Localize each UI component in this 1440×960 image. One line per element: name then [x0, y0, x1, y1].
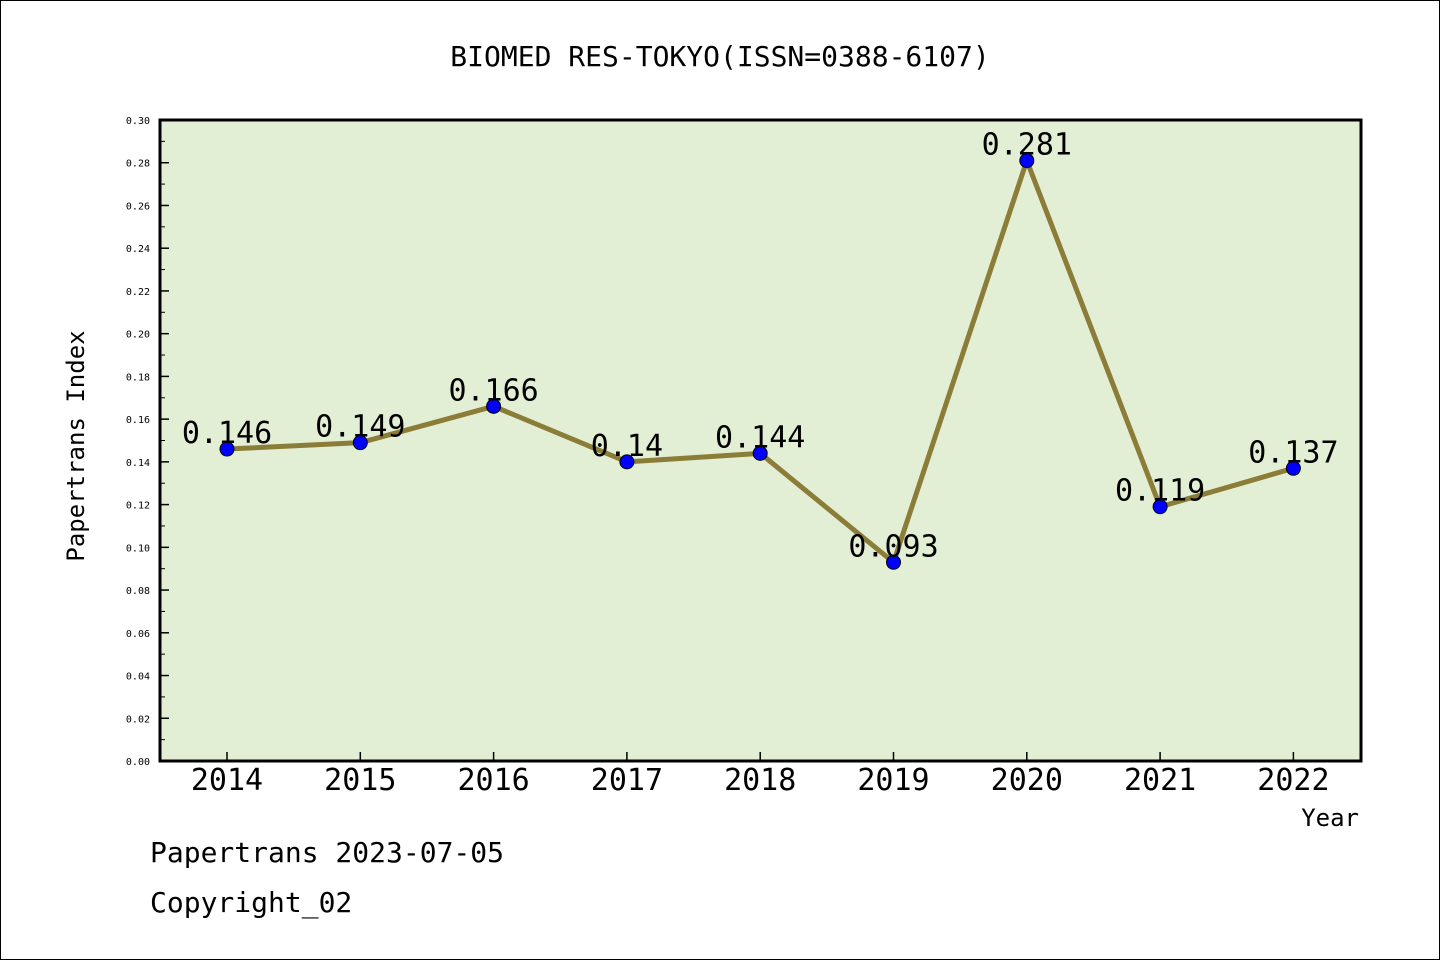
y-tick-label: 0.12 [126, 501, 150, 512]
x-tick-label: 2016 [457, 763, 529, 798]
data-label: 0.146 [182, 416, 272, 451]
y-tick-label: 0.06 [126, 629, 150, 640]
data-label: 0.14 [591, 429, 663, 464]
series-layer: 0.146 0.149 0.166 0.14 0.144 0.093 0.281 0.119 0… [182, 128, 1339, 570]
x-axis: 2014 2015 2016 2017 2018 2019 2020 2021 2022 [191, 752, 1330, 798]
x-tick-label: 2022 [1257, 763, 1329, 798]
footer-copyright: Copyright_02 [150, 886, 353, 919]
data-label: 0.166 [448, 373, 538, 408]
y-tick-label: 0.26 [126, 201, 150, 212]
y-tick-label: 0.04 [126, 672, 150, 683]
data-label: 0.093 [848, 529, 938, 564]
data-point [219, 441, 235, 457]
y-tick-label: 0.00 [126, 757, 150, 768]
y-tick-label: 0.18 [126, 372, 150, 383]
data-label: 0.137 [1248, 435, 1338, 470]
x-tick-label: 2017 [591, 763, 663, 798]
data-label: 0.281 [982, 128, 1072, 163]
footer-date: Papertrans 2023-07-05 [150, 836, 505, 869]
data-point [1285, 460, 1301, 476]
y-tick-label: 0.02 [126, 714, 150, 725]
x-tick-label: 2018 [724, 763, 796, 798]
y-axis-label: Papertrans Index [62, 330, 90, 561]
data-point [1152, 499, 1168, 515]
x-tick-label: 2021 [1124, 763, 1196, 798]
y-tick-label: 0.10 [126, 543, 150, 554]
x-tick-label: 2020 [991, 763, 1063, 798]
y-tick-label: 0.30 [126, 116, 150, 127]
y-tick-label: 0.24 [126, 244, 150, 255]
y-axis: 0.00 0.02 0.04 0.06 0.08 0.10 0.12 0.14 0.16 0.18… [126, 116, 169, 768]
data-point [1019, 153, 1035, 169]
x-tick-label: 2019 [857, 763, 929, 798]
x-tick-label: 2015 [324, 763, 396, 798]
data-label: 0.144 [715, 420, 805, 455]
x-axis-label: Year [1301, 804, 1359, 832]
y-tick-label: 0.22 [126, 287, 150, 298]
y-tick-label: 0.08 [126, 586, 150, 597]
y-tick-label: 0.16 [126, 415, 150, 426]
y-tick-label: 0.14 [126, 458, 150, 469]
data-point [886, 554, 901, 570]
data-point [486, 398, 502, 414]
data-point [752, 445, 768, 461]
x-tick-label: 2014 [191, 763, 263, 798]
y-tick-label: 0.28 [126, 159, 150, 170]
chart-title: BIOMED RES-TOKYO(ISSN=0388-6107) [450, 40, 989, 73]
y-tick-label: 0.20 [126, 330, 150, 341]
data-label: 0.149 [315, 410, 405, 445]
data-point [352, 435, 368, 451]
data-point [619, 454, 635, 470]
data-label: 0.119 [1115, 474, 1205, 509]
